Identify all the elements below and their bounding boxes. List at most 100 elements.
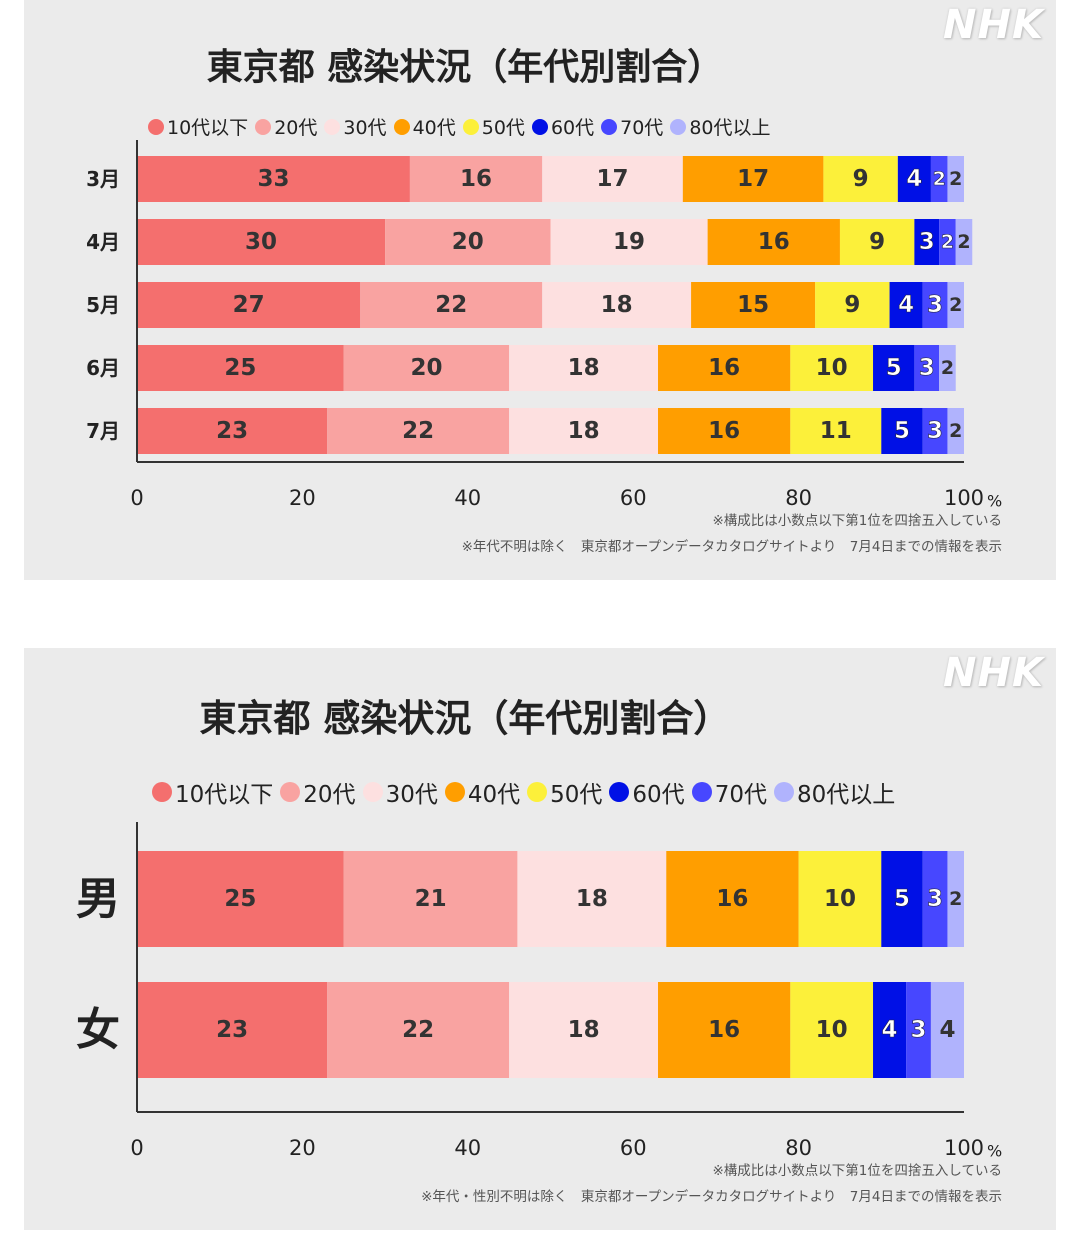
legend-item: 40代 (393, 113, 456, 140)
data-label: 18 (576, 886, 608, 912)
bar-segment (873, 345, 915, 391)
data-label: 4 (939, 1017, 955, 1043)
data-label: 20 (452, 229, 484, 255)
data-label: 2 (933, 168, 946, 190)
data-label: 2 (957, 231, 970, 253)
legend-label: 30代 (385, 782, 438, 808)
legend-swatch (393, 118, 410, 135)
legend-swatch (148, 118, 164, 135)
bar-segment (666, 851, 799, 947)
legend-item: 70代 (601, 113, 663, 140)
legend-label: 20代 (274, 117, 318, 139)
chart-panel-monthly: NHK 東京都 感染状況（年代別割合） 10代以下 20代 30代 40代 50代 60代… (24, 0, 1056, 580)
bar-segment (922, 851, 948, 947)
x-tick-label: 60 (620, 1136, 647, 1160)
bar-segment (930, 156, 948, 202)
chart-panel-gender: NHK 東京都 感染状況（年代別割合） 10代以下 20代 30代 40代 50代 60代… (24, 648, 1056, 1230)
legend-swatch (324, 118, 341, 135)
data-label: 21 (415, 886, 447, 912)
legend-item: 70代 (691, 775, 767, 809)
legend-item: 30代 (324, 113, 387, 140)
data-label: 2 (949, 294, 962, 316)
bar-segment (542, 282, 692, 328)
category-label: 6月 (86, 356, 120, 380)
x-tick-label: 40 (454, 1136, 481, 1160)
legend-item: 80代以上 (773, 775, 895, 809)
data-label: 4 (882, 1017, 898, 1043)
legend-swatch (255, 118, 272, 135)
legend-item: 30代 (362, 775, 438, 809)
data-label: 2 (941, 357, 954, 379)
x-tick-label: 0 (130, 1136, 143, 1160)
x-tick-label: 20 (289, 486, 316, 510)
legend-item: 40代 (444, 775, 521, 809)
data-label: 5 (886, 355, 902, 381)
bar-segment (137, 851, 344, 947)
data-label: 18 (568, 1017, 600, 1043)
data-label: 4 (906, 166, 922, 192)
note-source: ※年代不明は除く 東京都オープンデータカタログサイトより 7月4日までの情報を表… (461, 539, 1002, 555)
bar-segment (939, 345, 956, 391)
data-label: 18 (568, 355, 600, 381)
bar-segment (385, 219, 551, 265)
data-label: 10 (824, 886, 856, 912)
data-label: 22 (435, 292, 467, 318)
data-label: 16 (758, 229, 790, 255)
bar-segment (509, 982, 659, 1078)
bar-segment (509, 408, 659, 454)
legend-swatch (773, 782, 794, 802)
data-label: 3 (919, 229, 935, 255)
data-label: 33 (257, 166, 289, 192)
legend-swatch (527, 782, 548, 802)
bar-segment (881, 851, 923, 947)
data-label: 4 (898, 292, 914, 318)
chart-plot: 3月 33 16 17 17 9 4 2 24月 30 20 19 16 9 3 2 25月 27 22 18 15 9 4… (86, 140, 1002, 511)
bar-segment (922, 282, 948, 328)
bar-segment (658, 982, 791, 1078)
bar-segment (914, 345, 940, 391)
data-label: 3 (927, 292, 943, 318)
legend-item: 50代 (462, 113, 525, 140)
bar-segment (137, 408, 328, 454)
legend-label: 50代 (550, 782, 603, 808)
data-label: 5 (894, 418, 910, 444)
bar-segment (517, 851, 667, 947)
data-label: 18 (568, 418, 600, 444)
data-label: 3 (911, 1017, 927, 1043)
data-label: 2 (949, 888, 962, 910)
bar-segment (897, 156, 931, 202)
data-label: 5 (894, 886, 910, 912)
bar-segment (409, 156, 543, 202)
legend-swatch (362, 782, 383, 802)
data-label: 16 (708, 418, 740, 444)
bar-segment (839, 219, 915, 265)
legend-label: 10代以下 (175, 782, 274, 808)
bar-segment (947, 156, 964, 202)
bar-segment (914, 219, 940, 265)
data-label: 22 (402, 418, 434, 444)
bar-segment (658, 345, 791, 391)
legend-label: 60代 (632, 782, 685, 808)
legend-swatch (691, 782, 712, 802)
legend-label: 70代 (620, 117, 664, 139)
data-label: 16 (708, 1017, 740, 1043)
legend-item: 60代 (531, 113, 594, 140)
nhk-logo: NHK (943, 650, 1044, 696)
note-source: ※年代・性別不明は除く 東京都オープンデータカタログサイトより 7月4日までの情… (421, 1189, 1002, 1205)
legend-swatch (152, 782, 172, 802)
bar-segment (930, 982, 964, 1078)
data-label: 9 (869, 229, 885, 255)
legend-item: 80代以上 (670, 113, 771, 140)
legend-label: 50代 (481, 117, 525, 139)
category-label: 5月 (86, 293, 120, 317)
data-label: 25 (224, 355, 256, 381)
bar-segment (343, 851, 518, 947)
legend-label: 30代 (343, 117, 387, 139)
note-rounding: ※構成比は小数点以下第1位を四捨五入している (712, 1163, 1003, 1179)
bar-segment (947, 282, 964, 328)
x-tick-label: 0 (130, 486, 143, 510)
bar-segment (790, 345, 874, 391)
legend-label: 40代 (467, 782, 521, 808)
legend-item: 10代以下 (152, 775, 273, 809)
bar-segment (550, 219, 708, 265)
